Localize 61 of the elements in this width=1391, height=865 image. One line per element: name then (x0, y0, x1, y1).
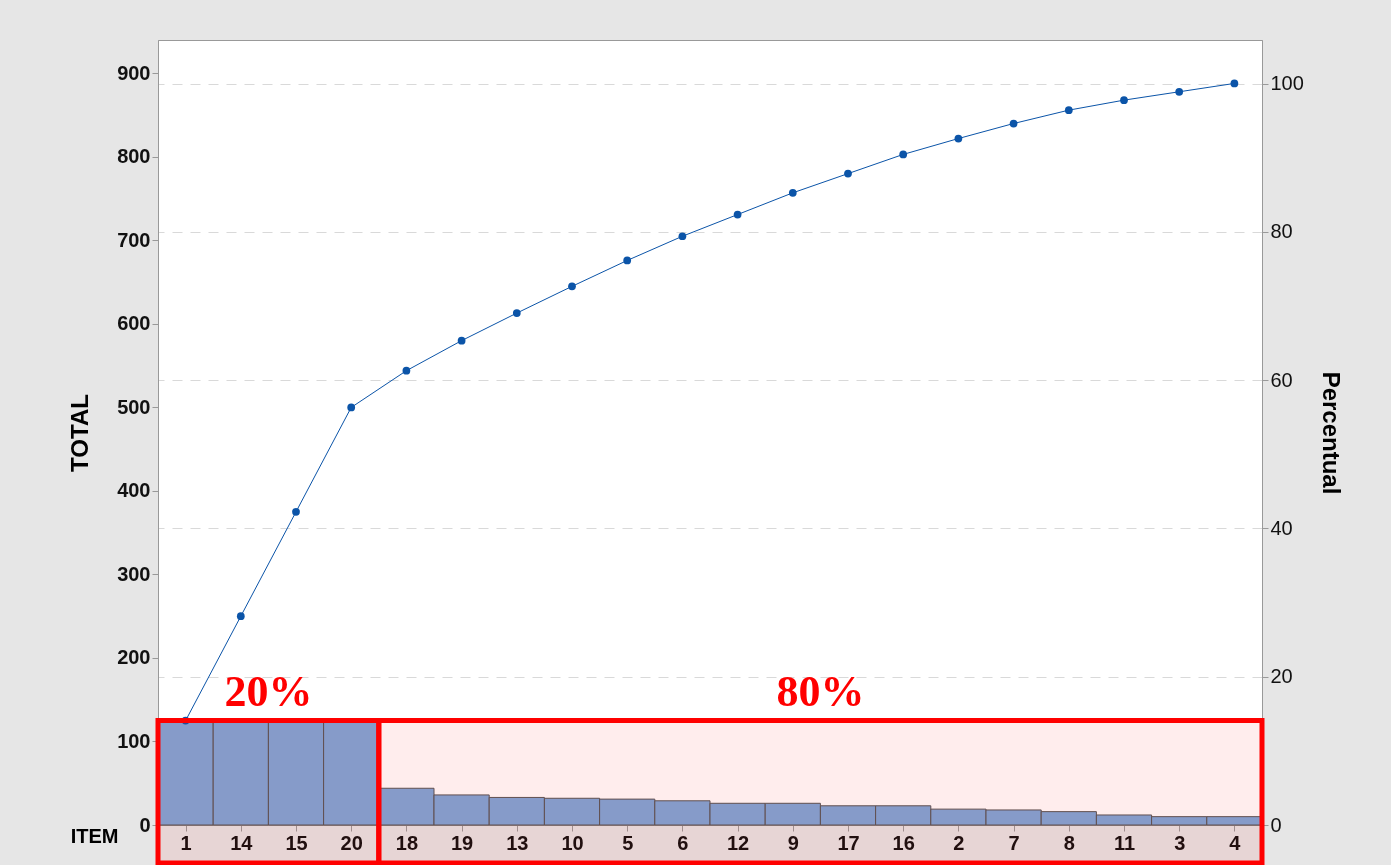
x-tick-label: 18 (395, 831, 419, 854)
point (788, 188, 797, 197)
y-tick-label: 100 (117, 729, 151, 752)
point (1009, 119, 1018, 128)
x-tick-label: 13 (506, 831, 529, 854)
point (733, 210, 742, 219)
y-axis-title: TOTAL (66, 394, 94, 472)
y-tick-label: 0 (139, 813, 151, 836)
y-tick-label: 200 (117, 646, 151, 669)
point (1120, 96, 1128, 104)
point (678, 232, 687, 241)
y2-tick-label: 40 (1270, 516, 1293, 539)
y-tick-label: 700 (117, 228, 151, 251)
point (236, 612, 245, 621)
x-tick-label: 17 (837, 831, 860, 854)
band-label: 20% (224, 666, 313, 716)
y2-tick-label: 100 (1270, 72, 1304, 95)
x-tick-label: 11 (1113, 831, 1136, 854)
x-tick-label: 3 (1174, 831, 1186, 854)
y-tick-label: 900 (117, 61, 151, 84)
x-tick-label: 6 (677, 831, 689, 854)
x-tick-label: 1 (180, 831, 192, 854)
x-tick-label: 16 (892, 831, 915, 854)
x-tick-label: 2 (953, 831, 965, 854)
x-tick-label: 20 (340, 831, 363, 854)
point (512, 309, 521, 317)
point (899, 150, 908, 159)
band-label: 80% (776, 666, 865, 716)
y-tick-label: 800 (117, 145, 151, 168)
x-tick-label: 4 (1229, 831, 1242, 854)
point (1064, 106, 1073, 115)
x-tick-label: 5 (622, 831, 634, 854)
x-tick-label: 12 (726, 831, 750, 854)
point (347, 403, 356, 412)
x-tick-label: 14 (230, 831, 254, 854)
y2-tick-label: 20 (1270, 665, 1293, 688)
point (292, 507, 300, 516)
x-tick-label: 7 (1008, 831, 1020, 854)
point (1230, 79, 1239, 88)
y-tick-label: 300 (117, 562, 151, 585)
point (181, 716, 190, 725)
y-tick-label: 500 (117, 395, 151, 418)
x-tick-label: 15 (285, 831, 308, 854)
point (568, 282, 576, 291)
point (844, 169, 852, 178)
x-axis-title: ITEM (70, 824, 119, 847)
point (1175, 87, 1184, 96)
y2-axis-title: Percentual (1317, 371, 1345, 495)
point (457, 336, 466, 345)
y2-tick-label: 80 (1270, 220, 1293, 243)
point (954, 134, 963, 143)
x-tick-label: 10 (561, 831, 584, 854)
y-tick-label: 400 (117, 479, 151, 502)
y2-tick-label: 60 (1270, 368, 1293, 391)
x-tick-label: 8 (1063, 831, 1075, 854)
point (402, 366, 411, 375)
x-tick-label: 19 (450, 831, 474, 854)
point (623, 256, 632, 265)
x-tick-label: 9 (787, 831, 799, 854)
y2-tick-label: 0 (1270, 813, 1282, 836)
y-tick-label: 600 (117, 312, 151, 335)
